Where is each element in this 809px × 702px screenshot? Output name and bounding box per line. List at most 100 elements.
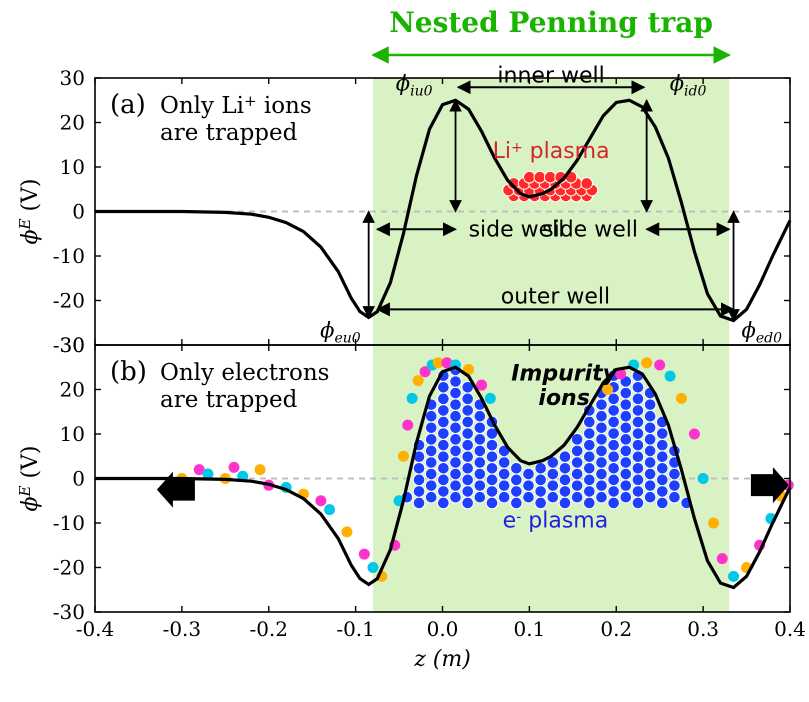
li-plasma-label: Li+ plasma	[493, 139, 610, 164]
impurity-dot	[676, 393, 687, 404]
electron-dot	[486, 451, 498, 463]
xtick-label: 0.4	[774, 617, 806, 641]
ytick-label: 10	[60, 422, 85, 446]
li-ion-dot	[524, 171, 536, 183]
electron-dot	[632, 439, 644, 451]
electron-dot	[425, 491, 437, 503]
electron-dot	[656, 497, 668, 509]
electron-dot	[547, 480, 559, 492]
ytick-label: 0	[72, 467, 85, 491]
impurity-dot	[708, 518, 719, 529]
electron-dot	[462, 439, 474, 451]
phi-label: ϕeu0	[320, 319, 361, 347]
electron-dot	[438, 462, 450, 474]
electron-dot	[498, 480, 510, 492]
electron-dot	[596, 468, 608, 480]
electron-dot	[559, 474, 571, 486]
electron-dot	[571, 445, 583, 457]
electron-dot	[596, 491, 608, 503]
electron-dot	[511, 474, 523, 486]
electron-dot	[438, 451, 450, 463]
panel-a-text: Only Li+ ions	[160, 92, 312, 119]
electron-dot	[425, 480, 437, 492]
electron-dot	[571, 480, 583, 492]
electron-dot	[450, 410, 462, 422]
figure: -30-20-100102030-30-20-100102030-0.4-0.3…	[0, 0, 809, 702]
electron-dot	[450, 445, 462, 457]
electron-dot	[486, 439, 498, 451]
electron-dot	[438, 439, 450, 451]
ytick-label: 30	[60, 333, 85, 357]
electron-dot	[632, 428, 644, 440]
electron-dot	[425, 457, 437, 469]
electron-dot	[474, 422, 486, 434]
electron-dot	[474, 491, 486, 503]
impurity-dot	[698, 473, 709, 484]
electron-dot	[620, 445, 632, 457]
impurity-dot	[717, 553, 728, 564]
electron-dot	[535, 497, 547, 509]
electron-dot	[632, 497, 644, 509]
xtick-label: 0.3	[687, 617, 719, 641]
electron-dot	[474, 480, 486, 492]
electron-dot	[571, 457, 583, 469]
electron-dot	[450, 468, 462, 480]
electron-dot	[608, 486, 620, 498]
impurity-dot	[689, 429, 700, 440]
x-axis-label: z (m)	[413, 647, 471, 672]
electron-dot	[425, 445, 437, 457]
electron-dot	[438, 486, 450, 498]
electron-dot	[632, 393, 644, 405]
electron-dot	[474, 434, 486, 446]
electron-dot	[438, 497, 450, 509]
electron-dot	[438, 416, 450, 428]
electron-dot	[596, 399, 608, 411]
electron-dot	[644, 422, 656, 434]
electron-dot	[620, 410, 632, 422]
electron-dot	[462, 428, 474, 440]
y-axis-label: ϕE (V)	[16, 446, 43, 512]
electron-dot	[656, 486, 668, 498]
electron-dot	[450, 387, 462, 399]
electron-dot	[584, 486, 596, 498]
electron-dot	[559, 451, 571, 463]
impurity-dot	[665, 371, 676, 382]
electron-dot	[559, 497, 571, 509]
electron-dot	[425, 422, 437, 434]
impurity-dot	[402, 420, 413, 431]
electron-dot	[450, 422, 462, 434]
y-axis-label: ϕE (V)	[16, 179, 43, 245]
ytick-label: -10	[53, 511, 85, 535]
electron-dot	[425, 434, 437, 446]
ytick-label: -20	[53, 289, 85, 313]
electron-dot	[413, 462, 425, 474]
electron-dot	[596, 445, 608, 457]
electron-dot	[523, 491, 535, 503]
li-ion-dot	[534, 171, 546, 183]
electron-dot	[644, 399, 656, 411]
electron-dot	[644, 457, 656, 469]
electron-dot	[462, 474, 474, 486]
electron-dot	[462, 416, 474, 428]
electron-dot	[596, 457, 608, 469]
electron-dot	[608, 405, 620, 417]
panel-a-text2: are trapped	[160, 120, 298, 146]
electron-dot	[438, 393, 450, 405]
impurity-dot	[413, 375, 424, 386]
electron-dot	[474, 457, 486, 469]
impurity-label2: ions	[538, 386, 589, 411]
electron-dot	[584, 416, 596, 428]
impurity-dot	[654, 360, 665, 371]
electron-dot	[584, 497, 596, 509]
electron-dot	[644, 445, 656, 457]
electron-dot	[547, 468, 559, 480]
electron-dot	[486, 474, 498, 486]
electron-dot	[596, 422, 608, 434]
side-well-right-label: side well	[542, 217, 638, 242]
electron-dot	[438, 474, 450, 486]
phi-label: ϕid0	[670, 71, 707, 99]
panel-b-tag: (b)	[110, 357, 147, 387]
electron-dot	[644, 410, 656, 422]
electron-dot	[608, 428, 620, 440]
electron-dot	[596, 480, 608, 492]
